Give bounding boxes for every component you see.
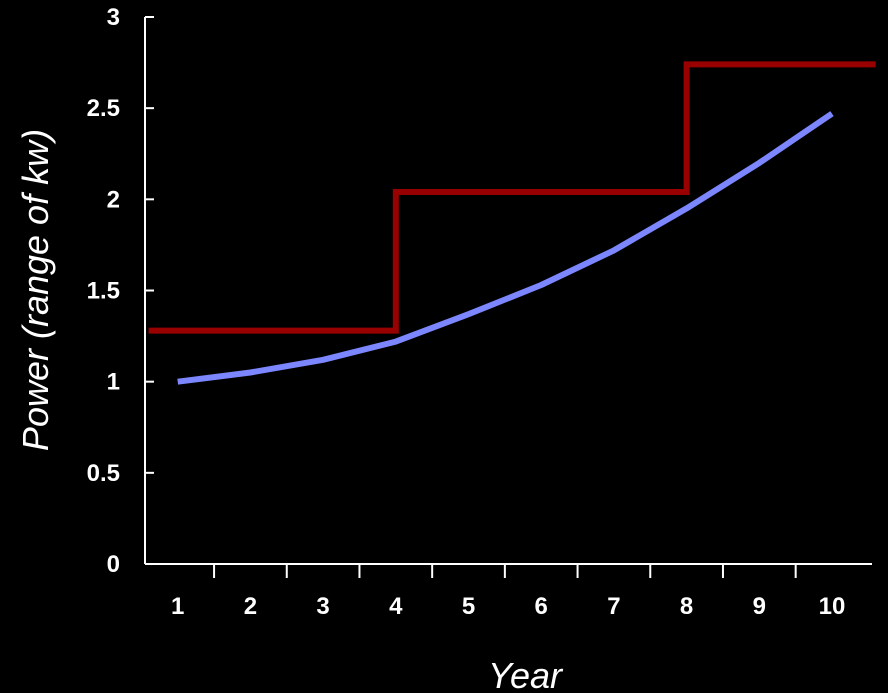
x-tick-label: 6 <box>535 593 548 620</box>
y-ticks: 0 0.5 1 1.5 2 2.5 3 <box>87 4 154 578</box>
step-series-line <box>148 61 876 334</box>
x-tick-label: 9 <box>753 593 766 620</box>
y-tick-label: 1 <box>107 369 120 396</box>
x-ticks: 1 2 3 4 5 6 7 8 9 10 <box>171 564 845 620</box>
x-tick-label: 2 <box>244 593 257 620</box>
x-tick-label: 5 <box>462 593 475 620</box>
y-tick-label: 3 <box>107 4 120 31</box>
series-layer <box>148 61 876 385</box>
x-tick-label: 8 <box>680 593 693 620</box>
x-tick-label: 7 <box>607 593 620 620</box>
y-tick-label: 0 <box>107 551 120 578</box>
y-tick-label: 2.5 <box>87 95 120 122</box>
y-axis-title: Power (range of kw) <box>15 129 56 451</box>
x-tick-label: 1 <box>171 593 184 620</box>
x-tick-label: 3 <box>316 593 329 620</box>
curve-series-line <box>177 111 834 385</box>
x-tick-label: 4 <box>389 593 403 620</box>
x-tick-label: 10 <box>819 593 846 620</box>
y-tick-label: 1.5 <box>87 278 120 305</box>
y-tick-label: 0.5 <box>87 460 120 487</box>
x-axis-title: Year <box>488 655 564 693</box>
y-tick-label: 2 <box>107 186 120 213</box>
